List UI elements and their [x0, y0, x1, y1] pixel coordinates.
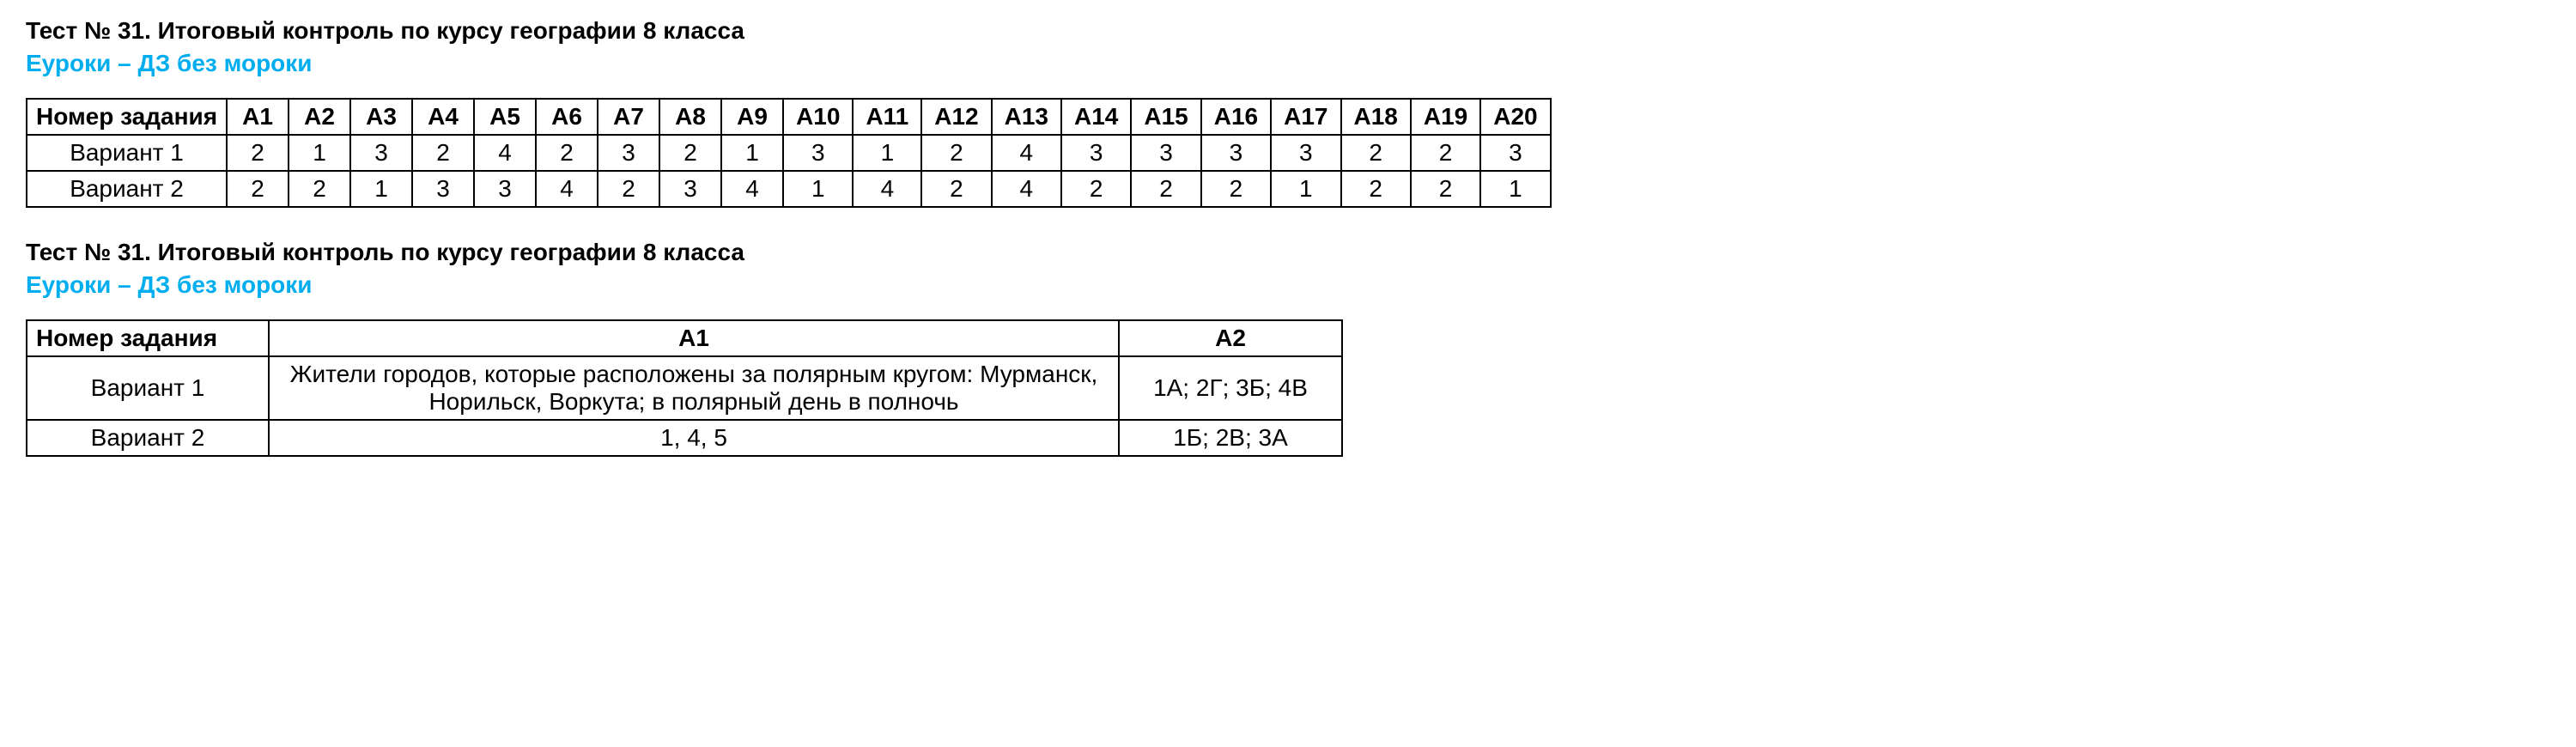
table1-cell: 4	[721, 171, 783, 207]
table1-cell: 2	[1131, 171, 1200, 207]
answers-table-2: Номер задания А1 А2 Вариант 1 Жители гор…	[26, 319, 1343, 457]
table1-col-header: А13	[992, 99, 1061, 135]
table1-col-header: А17	[1271, 99, 1340, 135]
table1-cell: 3	[412, 171, 474, 207]
table1-cell: 3	[783, 135, 853, 171]
table1-cell: 3	[1201, 135, 1271, 171]
section1-subtitle: Еуроки – ДЗ без мороки	[26, 50, 2550, 77]
table2-cell: Жители городов, которые расположены за п…	[269, 356, 1119, 420]
table1-cell: 2	[1061, 171, 1131, 207]
table1-col-header: А20	[1480, 99, 1550, 135]
table-row: Вариант 2 2 2 1 3 3 4 2 3 4 1 4 2 4 2 2 …	[27, 171, 1551, 207]
table-row: Вариант 1 Жители городов, которые распол…	[27, 356, 1342, 420]
table1-cell: 1	[783, 171, 853, 207]
table1-cell: 1	[289, 135, 350, 171]
table1-cell: 3	[1480, 135, 1550, 171]
answers-table-1: Номер задания А1 А2 А3 А4 А5 А6 А7 А8 А9…	[26, 98, 1552, 208]
table2-col-header: А1	[269, 320, 1119, 356]
table1-col-header: А2	[289, 99, 350, 135]
table1-col-header: А19	[1411, 99, 1480, 135]
table2-row-label: Вариант 2	[27, 420, 269, 456]
table1-row-label: Вариант 2	[27, 171, 227, 207]
table1-col-header: А1	[227, 99, 289, 135]
table1-cell: 2	[1341, 135, 1411, 171]
table1-cell: 4	[992, 171, 1061, 207]
table1-cell: 3	[350, 135, 412, 171]
table2-row-label: Вариант 1	[27, 356, 269, 420]
table2-cell: 1Б; 2В; 3А	[1119, 420, 1342, 456]
table1-cell: 2	[921, 135, 991, 171]
table1-cell: 2	[1201, 171, 1271, 207]
table1-col-header: А18	[1341, 99, 1411, 135]
table1-cell: 2	[536, 135, 598, 171]
table1-cell: 2	[598, 171, 659, 207]
table1-col-header: А10	[783, 99, 853, 135]
table1-cell: 2	[227, 135, 289, 171]
table2-cell: 1А; 2Г; 3Б; 4В	[1119, 356, 1342, 420]
table1-cell: 1	[721, 135, 783, 171]
table-row: Вариант 2 1, 4, 5 1Б; 2В; 3А	[27, 420, 1342, 456]
table1-col-header: А7	[598, 99, 659, 135]
table1-cell: 4	[536, 171, 598, 207]
table1-col-header: А8	[659, 99, 721, 135]
table1-cell: 1	[853, 135, 921, 171]
table1-cell: 2	[659, 135, 721, 171]
table2-header-label: Номер задания	[27, 320, 269, 356]
table1-col-header: А9	[721, 99, 783, 135]
table1-cell: 1	[350, 171, 412, 207]
section2-subtitle: Еуроки – ДЗ без мороки	[26, 271, 2550, 299]
table1-cell: 2	[1411, 135, 1480, 171]
table1-cell: 3	[1271, 135, 1340, 171]
table2-header-row: Номер задания А1 А2	[27, 320, 1342, 356]
table1-cell: 3	[1131, 135, 1200, 171]
section1-title: Тест № 31. Итоговый контроль по курсу ге…	[26, 17, 2550, 45]
table1-col-header: А15	[1131, 99, 1200, 135]
table1-col-header: А6	[536, 99, 598, 135]
table1-cell: 2	[921, 171, 991, 207]
table1-row-label: Вариант 1	[27, 135, 227, 171]
table1-col-header: А16	[1201, 99, 1271, 135]
table1-cell: 3	[598, 135, 659, 171]
table2-cell: 1, 4, 5	[269, 420, 1119, 456]
table-row: Вариант 1 2 1 3 2 4 2 3 2 1 3 1 2 4 3 3 …	[27, 135, 1551, 171]
table1-cell: 2	[1411, 171, 1480, 207]
table1-cell: 2	[289, 171, 350, 207]
table1-cell: 2	[1341, 171, 1411, 207]
table1-cell: 4	[853, 171, 921, 207]
table1-header-row: Номер задания А1 А2 А3 А4 А5 А6 А7 А8 А9…	[27, 99, 1551, 135]
table1-col-header: А14	[1061, 99, 1131, 135]
table1-cell: 3	[474, 171, 536, 207]
table1-cell: 3	[659, 171, 721, 207]
table1-cell: 4	[992, 135, 1061, 171]
table1-col-header: А3	[350, 99, 412, 135]
table1-cell: 4	[474, 135, 536, 171]
table1-col-header: А12	[921, 99, 991, 135]
table1-col-header: А11	[853, 99, 921, 135]
table1-header-label: Номер задания	[27, 99, 227, 135]
table1-col-header: А4	[412, 99, 474, 135]
table1-cell: 1	[1480, 171, 1550, 207]
table1-col-header: А5	[474, 99, 536, 135]
table1-cell: 1	[1271, 171, 1340, 207]
table1-cell: 2	[412, 135, 474, 171]
table1-cell: 2	[227, 171, 289, 207]
section2-title: Тест № 31. Итоговый контроль по курсу ге…	[26, 239, 2550, 266]
table2-col-header: А2	[1119, 320, 1342, 356]
table1-cell: 3	[1061, 135, 1131, 171]
